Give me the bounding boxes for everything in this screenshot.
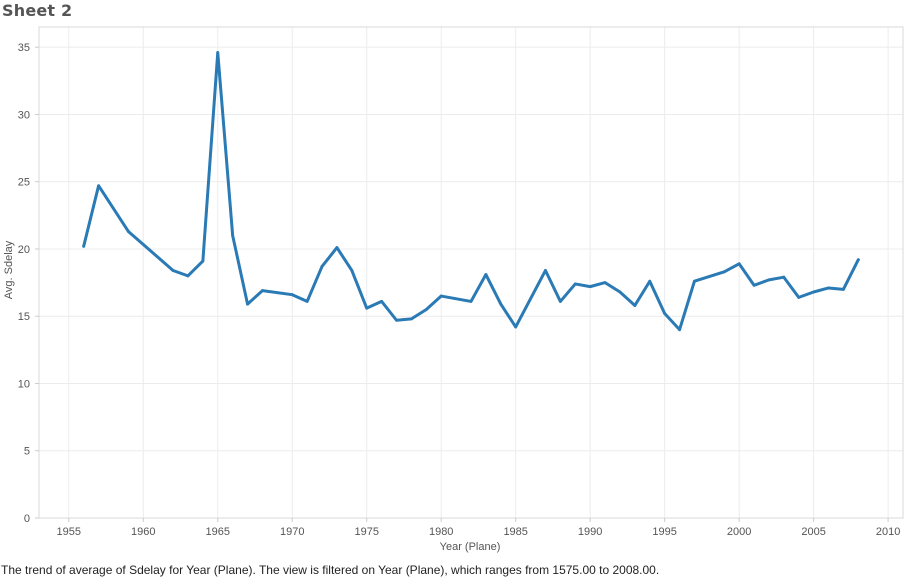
data-point bbox=[335, 246, 339, 250]
data-point bbox=[618, 290, 622, 294]
x-tick-label: 1970 bbox=[280, 526, 304, 538]
data-point bbox=[171, 269, 175, 272]
y-tick-label: 25 bbox=[18, 177, 30, 189]
data-point bbox=[469, 300, 473, 303]
data-point bbox=[842, 287, 845, 291]
data-point bbox=[663, 312, 667, 315]
data-point bbox=[350, 269, 354, 272]
x-tick-label: 1990 bbox=[578, 526, 602, 538]
x-tick-label: 2000 bbox=[727, 526, 751, 538]
data-point bbox=[633, 304, 637, 307]
data-point bbox=[499, 302, 503, 306]
data-point bbox=[767, 278, 771, 282]
data-point bbox=[82, 244, 86, 248]
data-point bbox=[290, 293, 294, 297]
data-point bbox=[186, 274, 190, 278]
data-point bbox=[603, 281, 607, 284]
sheet-title: Sheet 2 bbox=[2, 1, 73, 20]
data-point bbox=[305, 300, 309, 303]
data-point bbox=[573, 282, 577, 286]
view-caption: The trend of average of Sdelay for Year … bbox=[1, 563, 660, 577]
data-point bbox=[678, 328, 681, 332]
x-tick-label: 2010 bbox=[876, 526, 900, 538]
y-tick-label: 0 bbox=[24, 513, 30, 525]
x-tick-label: 1985 bbox=[503, 526, 527, 538]
x-tick-label: 1980 bbox=[429, 526, 453, 538]
x-tick-label: 1975 bbox=[354, 526, 378, 538]
data-point bbox=[588, 285, 592, 289]
x-tick-label: 2005 bbox=[801, 526, 825, 538]
data-point bbox=[722, 270, 726, 274]
data-point bbox=[544, 269, 547, 272]
data-point bbox=[395, 318, 398, 322]
data-point bbox=[320, 265, 324, 268]
data-point bbox=[797, 295, 801, 299]
data-point bbox=[424, 308, 428, 311]
data-point bbox=[231, 234, 235, 237]
x-tick-label: 1965 bbox=[206, 526, 230, 538]
data-point bbox=[782, 275, 786, 279]
plot-area-border bbox=[38, 26, 904, 519]
data-point bbox=[648, 279, 652, 283]
data-point bbox=[365, 306, 369, 310]
data-point bbox=[380, 300, 384, 303]
data-point bbox=[97, 184, 100, 188]
series-line bbox=[82, 51, 860, 332]
line-chart: 0 5 10 15 20 25 30 35 1955 1960 1965 1970 1975 1980 19… bbox=[3, 26, 904, 553]
y-tick-label: 5 bbox=[24, 446, 30, 458]
data-point bbox=[827, 286, 830, 290]
data-point bbox=[201, 259, 205, 263]
series-layer bbox=[82, 51, 860, 332]
data-point bbox=[558, 300, 562, 303]
x-tick-label: 1995 bbox=[652, 526, 676, 538]
data-point bbox=[737, 262, 741, 266]
y-tick-label: 30 bbox=[18, 109, 30, 121]
data-point bbox=[246, 302, 249, 306]
tick-layer: 0 5 10 15 20 25 30 35 1955 1960 1965 1970 1975 1980 19… bbox=[18, 42, 901, 538]
data-point bbox=[439, 294, 443, 298]
y-tick-label: 15 bbox=[18, 311, 30, 323]
x-tick-label: 1960 bbox=[131, 526, 155, 538]
data-point bbox=[693, 279, 696, 283]
x-axis-title: Year (Plane) bbox=[440, 541, 501, 553]
y-tick-label: 10 bbox=[18, 378, 30, 390]
x-tick-label: 1955 bbox=[57, 526, 81, 538]
y-tick-label: 20 bbox=[18, 244, 30, 256]
y-tick-label: 35 bbox=[18, 42, 30, 54]
data-point bbox=[484, 273, 488, 276]
y-axis-title: Avg. Sdelay bbox=[3, 240, 15, 299]
data-point bbox=[261, 289, 264, 293]
data-point bbox=[812, 290, 816, 294]
data-point bbox=[752, 283, 756, 287]
grid-layer bbox=[39, 27, 903, 519]
data-point bbox=[126, 230, 130, 233]
data-point bbox=[410, 317, 413, 321]
data-point bbox=[216, 51, 220, 54]
data-point bbox=[514, 325, 518, 329]
data-point bbox=[856, 258, 860, 262]
